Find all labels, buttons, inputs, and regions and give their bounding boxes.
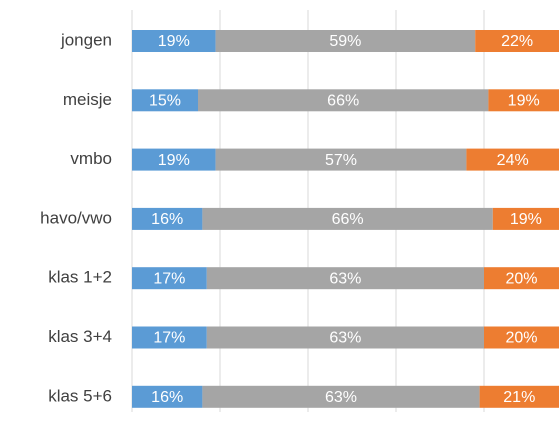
bar-segment xyxy=(475,30,559,52)
bar-segment xyxy=(492,207,559,230)
bar-segment xyxy=(202,385,480,408)
bar-segment xyxy=(132,89,198,112)
bar-segment xyxy=(132,148,216,171)
value-label: 59% xyxy=(329,33,361,50)
value-label: 20% xyxy=(505,270,537,287)
category-label: klas 3+4 xyxy=(48,327,112,346)
category-label: vmbo xyxy=(70,149,112,168)
value-label: 57% xyxy=(325,152,357,169)
value-label: 21% xyxy=(503,389,535,406)
value-label: 17% xyxy=(153,270,185,287)
value-label: 22% xyxy=(501,33,533,50)
bar-segment xyxy=(215,30,476,52)
bar-segment xyxy=(202,207,493,230)
category-label: meisje xyxy=(63,90,112,109)
value-label: 19% xyxy=(158,33,190,50)
value-label: 19% xyxy=(508,93,540,110)
value-label: 19% xyxy=(510,211,542,228)
bar-segment xyxy=(132,385,203,408)
bar-segment xyxy=(132,207,203,230)
bar-segment xyxy=(132,267,207,290)
bar-segment xyxy=(484,267,559,290)
value-label: 63% xyxy=(329,330,361,347)
bar-segment xyxy=(132,326,207,349)
bar-segment xyxy=(215,148,467,171)
value-label: 63% xyxy=(325,389,357,406)
category-label: klas 1+2 xyxy=(48,268,112,287)
value-label: 20% xyxy=(505,330,537,347)
bar-segment xyxy=(466,148,559,171)
value-label: 66% xyxy=(327,93,359,110)
bar-segment xyxy=(198,89,489,112)
value-label: 16% xyxy=(151,389,183,406)
value-label: 17% xyxy=(153,330,185,347)
bar-segment xyxy=(206,267,485,290)
value-label: 63% xyxy=(329,270,361,287)
bar-segment xyxy=(206,326,485,349)
value-label: 19% xyxy=(158,152,190,169)
value-label: 15% xyxy=(149,93,181,110)
bar-segment xyxy=(484,326,559,349)
value-label: 66% xyxy=(332,211,364,228)
value-label: 16% xyxy=(151,211,183,228)
category-label: havo/vwo xyxy=(40,208,112,227)
category-label: jongen xyxy=(60,30,112,49)
category-label: klas 5+6 xyxy=(48,386,112,405)
bar-segment xyxy=(132,30,216,52)
bar-segment xyxy=(479,385,559,408)
value-label: 24% xyxy=(497,152,529,169)
bar-segment xyxy=(488,89,559,112)
